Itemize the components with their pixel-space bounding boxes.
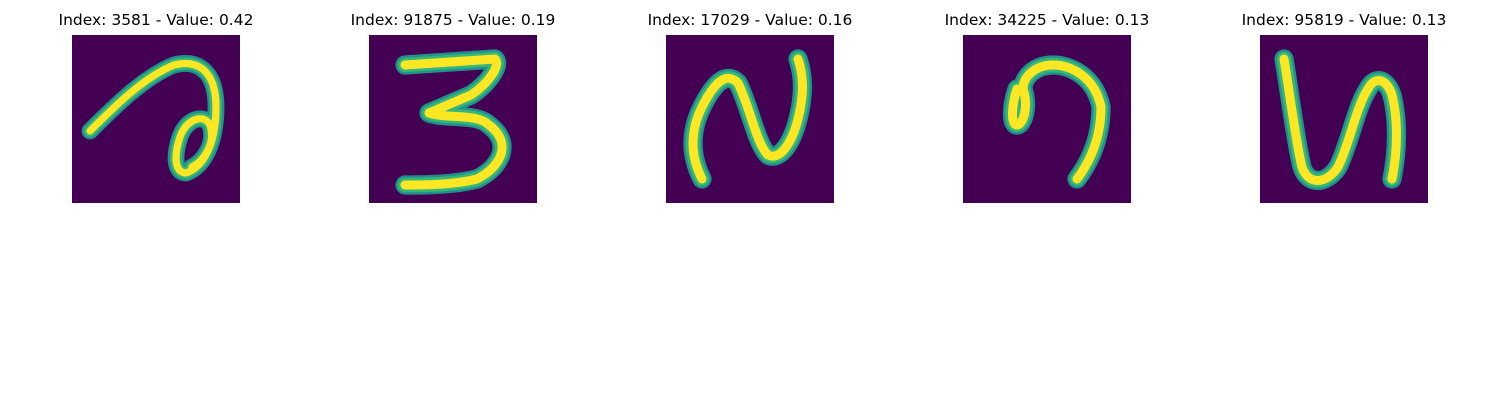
digit-stroke <box>81 55 225 182</box>
digit-image <box>963 35 1131 203</box>
panel-5: Index: 95819 - Value: 0.13 <box>1194 0 1494 210</box>
digit-image <box>72 35 240 203</box>
panel-1: Index: 3581 - Value: 0.42 <box>6 0 306 210</box>
panel-title: Index: 34225 - Value: 0.13 <box>944 11 1150 29</box>
panel-2: Index: 91875 - Value: 0.19 <box>303 0 603 210</box>
panel-title: Index: 91875 - Value: 0.19 <box>350 11 556 29</box>
panel-title: Index: 17029 - Value: 0.16 <box>647 11 853 29</box>
digit-stroke <box>1002 55 1111 189</box>
panel-4: Index: 34225 - Value: 0.13 <box>897 0 1197 210</box>
panel-title: Index: 95819 - Value: 0.13 <box>1241 11 1447 29</box>
digit-image <box>666 35 834 203</box>
digit-stroke <box>395 49 512 195</box>
digit-image <box>369 35 537 203</box>
digit-stroke <box>1274 49 1407 190</box>
panel-title: Index: 3581 - Value: 0.42 <box>58 11 254 29</box>
digit-image <box>1260 35 1428 203</box>
panel-3: Index: 17029 - Value: 0.16 <box>600 0 900 210</box>
digit-stroke <box>683 49 813 189</box>
